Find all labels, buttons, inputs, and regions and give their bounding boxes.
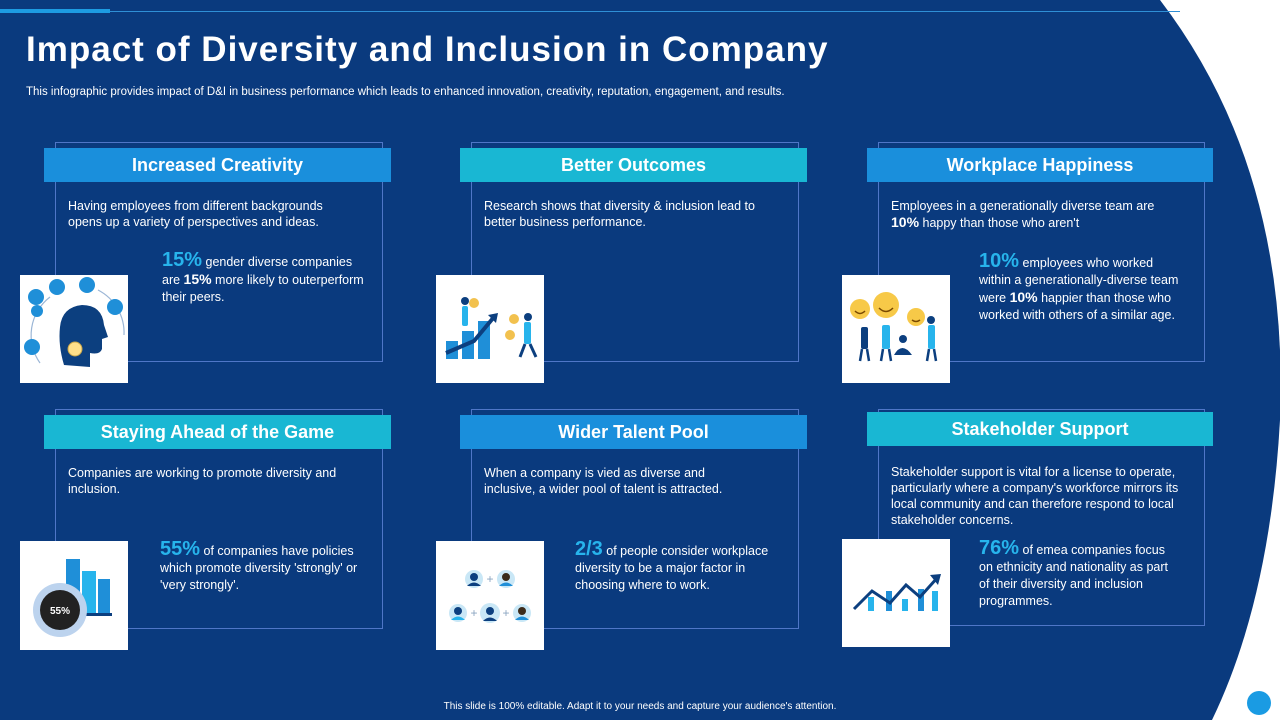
slide-subtitle: This infographic provides impact of D&I … bbox=[26, 86, 785, 98]
talent-pool-icon: + + + bbox=[436, 541, 544, 650]
card-better-outcomes bbox=[471, 142, 799, 362]
stat-value: 15% bbox=[162, 249, 203, 271]
card-heading-workplace-happiness: Workplace Happiness bbox=[867, 148, 1213, 182]
card-heading-stakeholder-support: Stakeholder Support bbox=[867, 412, 1213, 446]
stat-text: gender diverse companies are bbox=[162, 255, 353, 287]
rising-trend-icon bbox=[842, 539, 950, 647]
slide-title: Impact of Diversity and Inclusion in Com… bbox=[26, 30, 829, 69]
stat-text: of emea companies focus on ethnicity and… bbox=[979, 543, 1169, 608]
creative-mind-icon bbox=[20, 275, 128, 383]
stat-text: of companies have policies which promote… bbox=[160, 544, 358, 592]
card-heading-increased-creativity: Increased Creativity bbox=[44, 148, 391, 182]
stat-bold: 10% bbox=[1009, 289, 1038, 305]
description-text: Employees in a generationally diverse te… bbox=[891, 199, 1155, 213]
card-increased-creativity bbox=[55, 142, 383, 362]
svg-text:+: + bbox=[502, 606, 509, 620]
top-rule bbox=[0, 11, 1180, 12]
card-description: Having employees from different backgrou… bbox=[68, 199, 323, 229]
top-rule-accent bbox=[0, 9, 110, 13]
stat-bold: 15% bbox=[183, 271, 212, 287]
stat-value: 76% bbox=[979, 537, 1020, 559]
stat-value: 10% bbox=[979, 250, 1020, 272]
card-description: Employees in a generationally diverse te… bbox=[891, 198, 1166, 231]
card-workplace-happiness bbox=[878, 142, 1205, 362]
slide-footer: This slide is 100% editable. Adapt it to… bbox=[443, 701, 837, 712]
card-heading-staying-ahead: Staying Ahead of the Game bbox=[44, 415, 391, 449]
stat-value: 55% bbox=[160, 538, 201, 560]
card-description: Research shows that diversity & inclusio… bbox=[484, 199, 755, 229]
card-statistic: 2/3 of people consider workplace diversi… bbox=[575, 538, 790, 594]
stat-text: more likely to outerperform their peers. bbox=[162, 273, 364, 304]
card-heading-better-outcomes: Better Outcomes bbox=[460, 148, 807, 182]
card-description: When a company is vied as diverse and in… bbox=[484, 466, 723, 496]
stat-value: 2/3 bbox=[575, 538, 603, 560]
stat-text: happier than those who worked with other… bbox=[979, 291, 1175, 322]
card-statistic: 55% of companies have policies which pro… bbox=[160, 538, 360, 594]
card-statistic: 10% employees who worked within a genera… bbox=[979, 250, 1179, 324]
card-heading-wider-talent-pool: Wider Talent Pool bbox=[460, 415, 807, 449]
stat-text: employees who worked within a generation… bbox=[979, 256, 1179, 305]
card-wider-talent-pool bbox=[471, 409, 799, 629]
card-stakeholder-support bbox=[878, 409, 1205, 626]
stat-text: of people consider workplace diversity t… bbox=[575, 544, 769, 592]
svg-text:+: + bbox=[486, 572, 493, 586]
svg-text:+: + bbox=[470, 606, 477, 620]
card-statistic: 76% of emea companies focus on ethnicity… bbox=[979, 537, 1179, 610]
description-bold: 10% bbox=[891, 214, 920, 230]
card-description: Companies are working to promote diversi… bbox=[68, 466, 337, 496]
happy-team-icon bbox=[842, 275, 950, 383]
donut-label: 55% bbox=[50, 606, 70, 617]
buildings-donut-icon: 55% bbox=[20, 541, 128, 650]
description-text: happy than those who aren't bbox=[919, 216, 1080, 230]
card-staying-ahead bbox=[55, 409, 383, 629]
card-statistic: 15% gender diverse companies are 15% mor… bbox=[162, 249, 367, 306]
growth-chart-people-icon bbox=[436, 275, 544, 383]
card-description: Stakeholder support is vital for a licen… bbox=[891, 465, 1179, 527]
corner-dot bbox=[1247, 691, 1271, 715]
